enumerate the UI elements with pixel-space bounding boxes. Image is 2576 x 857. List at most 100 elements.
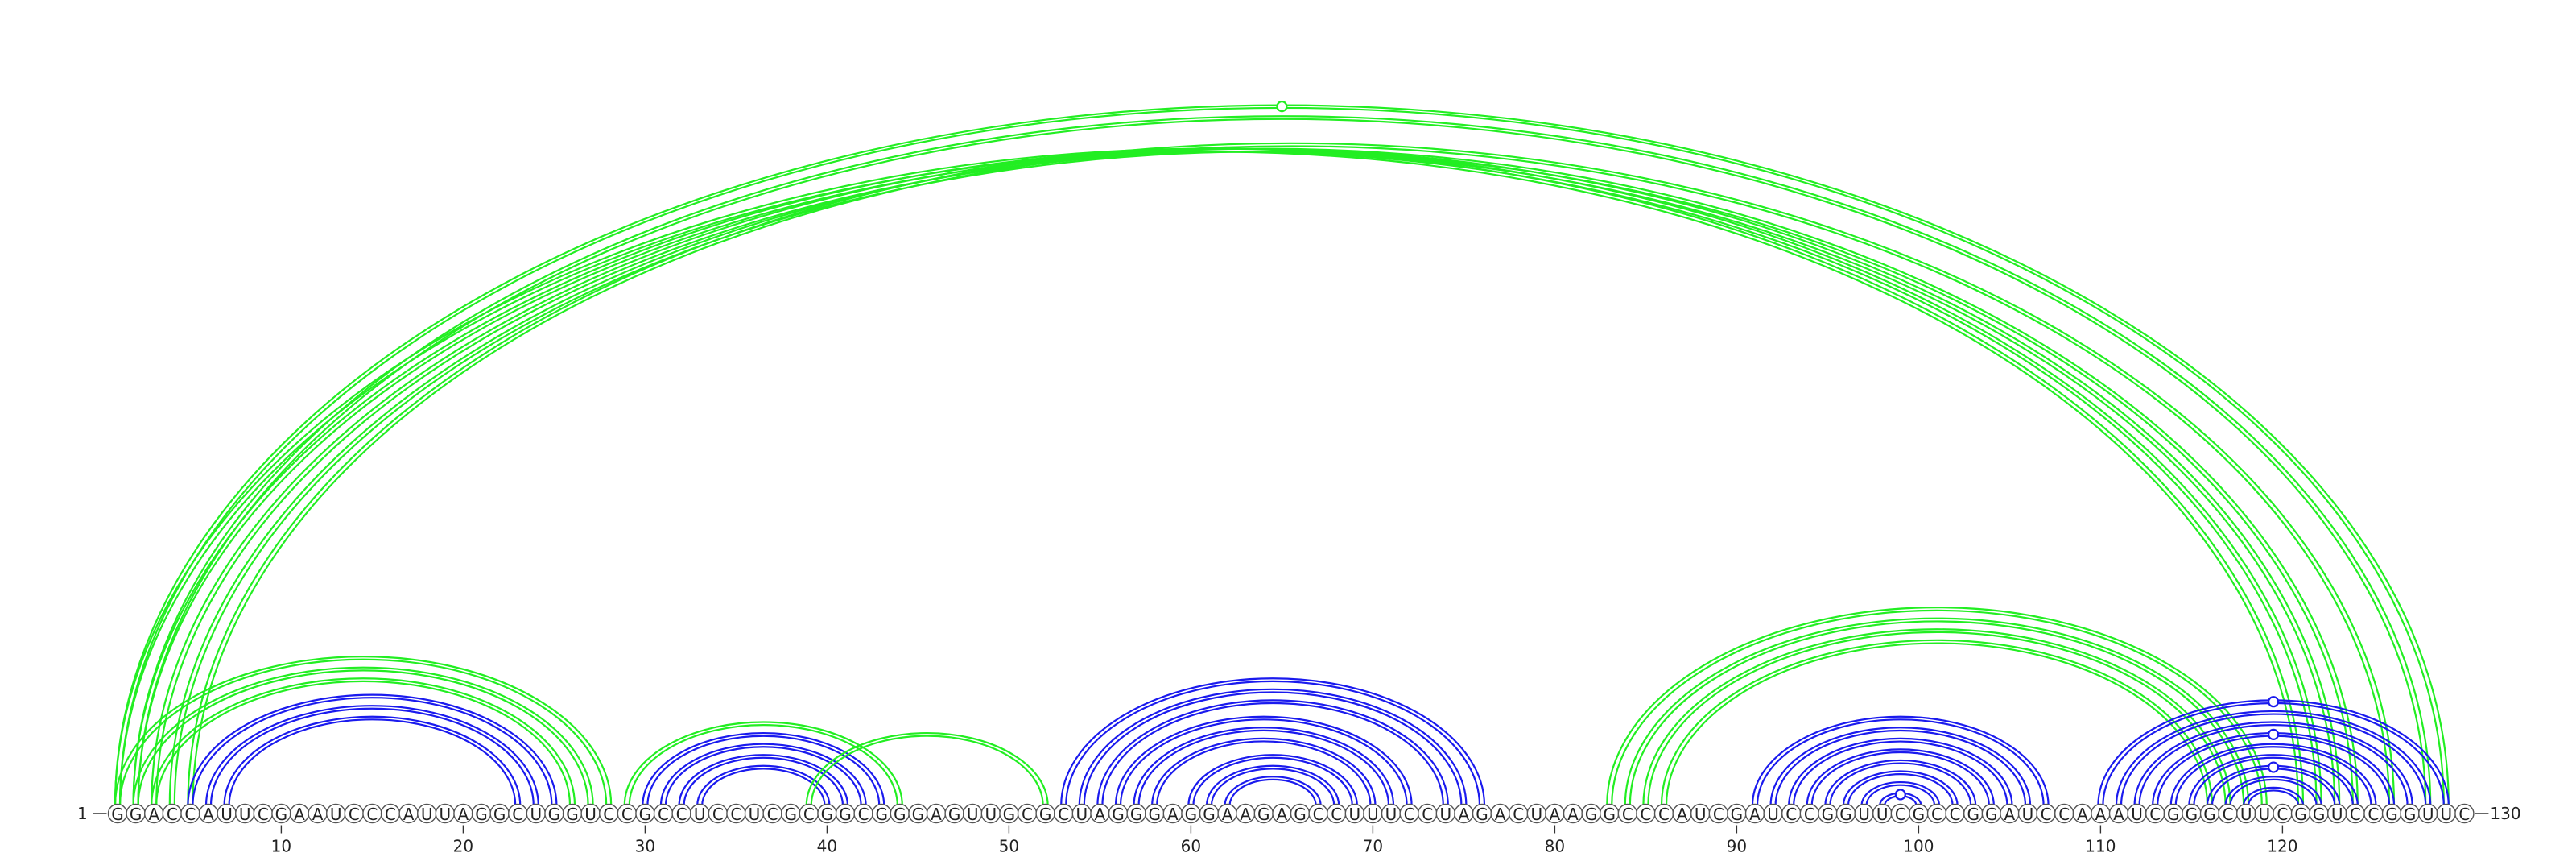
arc-114-125 xyxy=(2169,743,2377,806)
nucleotide-letter: C xyxy=(258,805,269,824)
nucleotide-letter: C xyxy=(366,805,378,824)
nucleotide-letter: G xyxy=(275,805,288,824)
nucleotide: U xyxy=(2254,803,2275,824)
arc-5-126 xyxy=(187,142,2396,806)
nucleotide-letter: C xyxy=(2223,805,2234,824)
tick-label: 90 xyxy=(1727,837,1747,856)
arc-3-123 xyxy=(155,151,2336,806)
arc-53-76 xyxy=(1065,680,1481,806)
nucleotide: C xyxy=(162,803,183,824)
arc-markers xyxy=(1276,101,2280,801)
nucleotide-letter: U xyxy=(439,805,451,824)
nucleotide: C xyxy=(2454,803,2475,824)
nucleotide-letter: G xyxy=(1039,805,1052,824)
nucleotide-letter: G xyxy=(2167,805,2180,824)
nucleotide-letter: G xyxy=(1985,805,1998,824)
arc-118-121 xyxy=(2248,789,2300,806)
nucleotide: U xyxy=(526,803,546,824)
nucleotide-letter: A xyxy=(1240,805,1251,824)
arc-56-72 xyxy=(1114,715,1413,806)
arc-2-27 xyxy=(132,666,594,806)
nucleotide-letter: A xyxy=(1277,805,1288,824)
arc-115-124 xyxy=(2188,754,2359,806)
nucleotide: C xyxy=(617,803,637,824)
nucleotide: U xyxy=(1071,803,1092,824)
nucleotide-letter: C xyxy=(1950,805,1961,824)
arc-86-116 xyxy=(1660,639,2214,806)
nucleotide-letter: C xyxy=(1713,805,1724,824)
nucleotide-letter: A xyxy=(458,805,469,824)
nucleotide: G xyxy=(1181,803,1201,824)
tick-label: 20 xyxy=(453,837,473,856)
arc-96-102 xyxy=(1842,770,1959,806)
nucleotide: C xyxy=(1053,803,1074,824)
arc-4-124 xyxy=(173,151,2354,806)
nucleotide: C xyxy=(2145,803,2165,824)
arc-2-27 xyxy=(137,669,589,806)
arc-56-72 xyxy=(1119,718,1408,806)
arc-marker-116-123 xyxy=(2268,761,2280,773)
tick-label: 70 xyxy=(1363,837,1383,856)
nucleotide: C xyxy=(2273,803,2293,824)
arc-5-25 xyxy=(192,697,553,806)
nucleotide: G xyxy=(2182,803,2202,824)
nucleotide: C xyxy=(1617,803,1638,824)
nucleotide-letter: A xyxy=(1459,805,1470,824)
arc-marker-113-126 xyxy=(2268,728,2280,740)
nucleotide-letter: A xyxy=(1495,805,1506,824)
nucleotide-letter: C xyxy=(1422,805,1433,824)
nucleotide-letter: U xyxy=(1858,805,1870,824)
nucleotide-letter: C xyxy=(2058,805,2070,824)
nucleotide-letter: A xyxy=(1677,805,1688,824)
nucleotide: G xyxy=(1909,803,1929,824)
arc-95-103 xyxy=(1829,762,1972,806)
nucleotide: G xyxy=(635,803,655,824)
nucleotide-letter: U xyxy=(530,805,542,824)
nucleotide: C xyxy=(362,803,382,824)
nucleotide: C xyxy=(1636,803,1656,824)
arc-58-70 xyxy=(1156,740,1372,806)
nucleotide: G xyxy=(471,803,492,824)
arc-62-67 xyxy=(1224,776,1322,806)
arc-39-52 xyxy=(805,732,1049,806)
nucleotide-letter: U xyxy=(1439,805,1451,824)
nucleotide-letter: C xyxy=(1658,805,1670,824)
nucleotide-letter: A xyxy=(1550,805,1561,824)
nucleotide-letter: A xyxy=(1749,805,1761,824)
arc-95-103 xyxy=(1824,759,1977,806)
nucleotide-letter: C xyxy=(658,805,669,824)
nucleotide: U xyxy=(1763,803,1783,824)
nucleotide: U xyxy=(235,803,255,824)
nucleotide-letter: U xyxy=(2131,805,2143,824)
nucleotide: A xyxy=(1744,803,1765,824)
nucleotide: C xyxy=(180,803,200,824)
nucleotide-letter: C xyxy=(712,805,724,824)
nucleotide: U xyxy=(980,803,1001,824)
nucleotide-letter: U xyxy=(2440,805,2452,824)
arc-96-102 xyxy=(1847,773,1954,806)
tick-label: 40 xyxy=(817,837,837,856)
nucleotide-letter: G xyxy=(2404,805,2417,824)
nucleotide-letter: C xyxy=(603,805,614,824)
nucleotide-letter: U xyxy=(221,805,233,824)
nucleotide-letter: C xyxy=(184,805,196,824)
nucleotide: A xyxy=(453,803,473,824)
arc-54-75 xyxy=(1083,691,1463,806)
arc-94-104 xyxy=(1810,751,1990,806)
nucleotide-letter: C xyxy=(1513,805,1524,824)
nucleotide: U xyxy=(1344,803,1365,824)
nucleotide: G xyxy=(271,803,291,824)
arc-39-52 xyxy=(810,735,1044,806)
arc-7-23 xyxy=(228,718,517,806)
tick-label: 10 xyxy=(271,837,291,856)
nucleotide-letter: C xyxy=(676,805,687,824)
arc-3-26 xyxy=(155,680,572,806)
nucleotide-letter: G xyxy=(2313,805,2326,824)
nucleotide-letter: G xyxy=(894,805,906,824)
nucleotide-letter: A xyxy=(294,805,305,824)
nucleotide-letter: G xyxy=(1257,805,1270,824)
arc-112-127 xyxy=(2133,721,2413,806)
arc-84-118 xyxy=(1629,620,2245,806)
arc-30-43 xyxy=(642,732,886,806)
nucleotide: C xyxy=(1708,803,1729,824)
